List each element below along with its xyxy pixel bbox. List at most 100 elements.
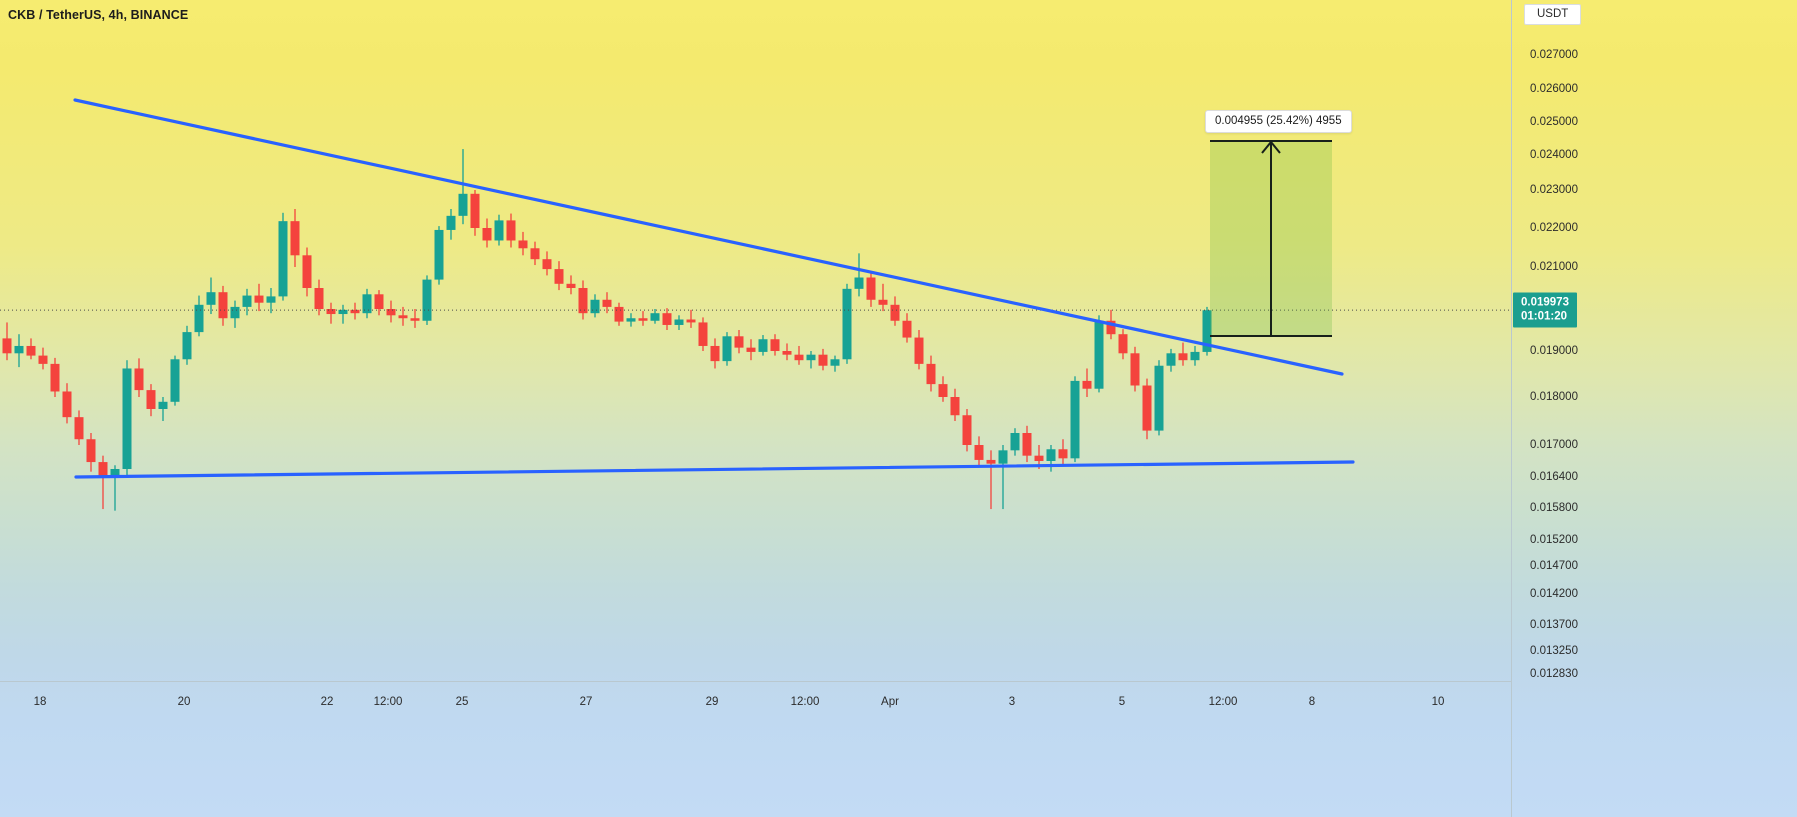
candle-body xyxy=(578,288,588,314)
candle-body xyxy=(1142,385,1152,431)
resistance-trendline[interactable] xyxy=(73,98,1344,376)
price-tick-label: 0.014700 xyxy=(1530,560,1578,572)
currency-badge[interactable]: USDT xyxy=(1524,4,1582,25)
candle-body xyxy=(242,295,252,307)
candle-body xyxy=(602,299,612,307)
candle-body xyxy=(38,355,48,364)
candle-body xyxy=(266,296,276,303)
candle-body xyxy=(902,320,912,338)
candle-countdown: 01:01:20 xyxy=(1521,310,1568,323)
time-tick-label: 18 xyxy=(33,696,47,708)
time-axis[interactable]: 18 20 22 12:00 25 27 29 12:00 Apr 3 5 12:00 8 10 xyxy=(0,681,1511,817)
candle-body xyxy=(1166,353,1176,366)
candle-body xyxy=(794,354,804,361)
measurement-bottom-edge xyxy=(1210,335,1332,338)
candle-body xyxy=(302,255,312,288)
price-tick-label: 0.018000 xyxy=(1530,391,1578,403)
time-tick-label: 5 xyxy=(1118,696,1126,708)
price-tick-label: 0.025000 xyxy=(1530,116,1578,128)
time-tick-label: 12:00 xyxy=(1208,696,1238,708)
candle-body xyxy=(386,309,396,316)
time-tick-label: 20 xyxy=(177,696,191,708)
candle-body xyxy=(974,445,984,460)
candle-body xyxy=(470,193,480,228)
candle-body xyxy=(626,318,636,322)
candle-body xyxy=(986,459,996,464)
candle-body xyxy=(86,439,96,463)
candle-body xyxy=(926,363,936,385)
candle-body xyxy=(650,313,660,321)
price-tick-label: 0.017000 xyxy=(1530,439,1578,451)
candle-body xyxy=(158,401,168,409)
price-tick-label: 0.019000 xyxy=(1530,345,1578,357)
candle-body xyxy=(1106,320,1116,335)
candle-body xyxy=(566,283,576,288)
price-axis[interactable]: USDT 0.019973 01:01:20 0.027000 0.026000 0… xyxy=(1511,0,1797,817)
measurement-tooltip: 0.004955 (25.42%) 4955 xyxy=(1205,110,1352,133)
measurement-top-edge xyxy=(1210,140,1332,142)
price-tick-label: 0.024000 xyxy=(1530,149,1578,161)
candle-body xyxy=(518,240,528,249)
candle-body xyxy=(146,390,156,409)
candle-body xyxy=(1118,334,1128,354)
candle-body xyxy=(50,363,60,392)
candle-body xyxy=(1190,351,1200,361)
candle-body xyxy=(914,337,924,364)
candle-body xyxy=(938,384,948,397)
candle-body xyxy=(218,292,228,319)
candle-body xyxy=(374,294,384,309)
support-trendline[interactable] xyxy=(74,460,1355,479)
candle-body xyxy=(422,279,432,321)
candle-body xyxy=(698,322,708,346)
candle-body xyxy=(2,338,12,354)
time-tick-label: Apr xyxy=(881,696,899,708)
candle-body xyxy=(206,292,216,305)
candle-body xyxy=(1130,353,1140,386)
candle-body xyxy=(590,299,600,314)
candle-body xyxy=(998,450,1008,464)
time-tick-label: 10 xyxy=(1431,696,1445,708)
candle-body xyxy=(782,351,792,355)
candle-body xyxy=(1082,380,1092,389)
price-tick-label: 0.026000 xyxy=(1530,83,1578,95)
candle-body xyxy=(74,417,84,440)
candle-body xyxy=(14,345,24,354)
candle-body xyxy=(890,304,900,321)
measurement-range-box[interactable] xyxy=(1210,140,1332,336)
candle-body xyxy=(494,220,504,241)
candle-body xyxy=(866,277,876,300)
candle-body xyxy=(758,339,768,352)
price-tick-label: 0.016400 xyxy=(1530,471,1578,483)
price-tick-label: 0.013700 xyxy=(1530,619,1578,631)
candle-body xyxy=(686,319,696,323)
candle-body xyxy=(170,359,180,402)
price-tick-label: 0.027000 xyxy=(1530,49,1578,61)
candle-body xyxy=(554,269,564,284)
candle-body xyxy=(1010,433,1020,451)
candle-body xyxy=(506,220,516,241)
time-tick-label: 3 xyxy=(1008,696,1016,708)
candle-body xyxy=(950,397,960,416)
candle-body xyxy=(662,313,672,325)
price-tick-label: 0.014200 xyxy=(1530,588,1578,600)
candle-body xyxy=(830,359,840,366)
candle-body xyxy=(398,315,408,319)
candle-body xyxy=(614,306,624,322)
candle-body xyxy=(26,345,36,356)
price-tick-label: 0.012830 xyxy=(1530,668,1578,680)
time-tick-label: 25 xyxy=(455,696,469,708)
candle-body xyxy=(110,469,120,477)
candle-body xyxy=(290,221,300,256)
candle-body xyxy=(326,309,336,315)
candle-body xyxy=(1070,380,1080,459)
candle-body xyxy=(278,221,288,297)
candle-body xyxy=(182,332,192,360)
time-tick-label: 12:00 xyxy=(790,696,820,708)
candle-body xyxy=(710,345,720,362)
candle-body xyxy=(854,277,864,289)
candle-body xyxy=(638,318,648,321)
candle-body xyxy=(842,288,852,360)
chart-plot-area[interactable] xyxy=(0,0,1511,681)
candle-body xyxy=(746,347,756,352)
